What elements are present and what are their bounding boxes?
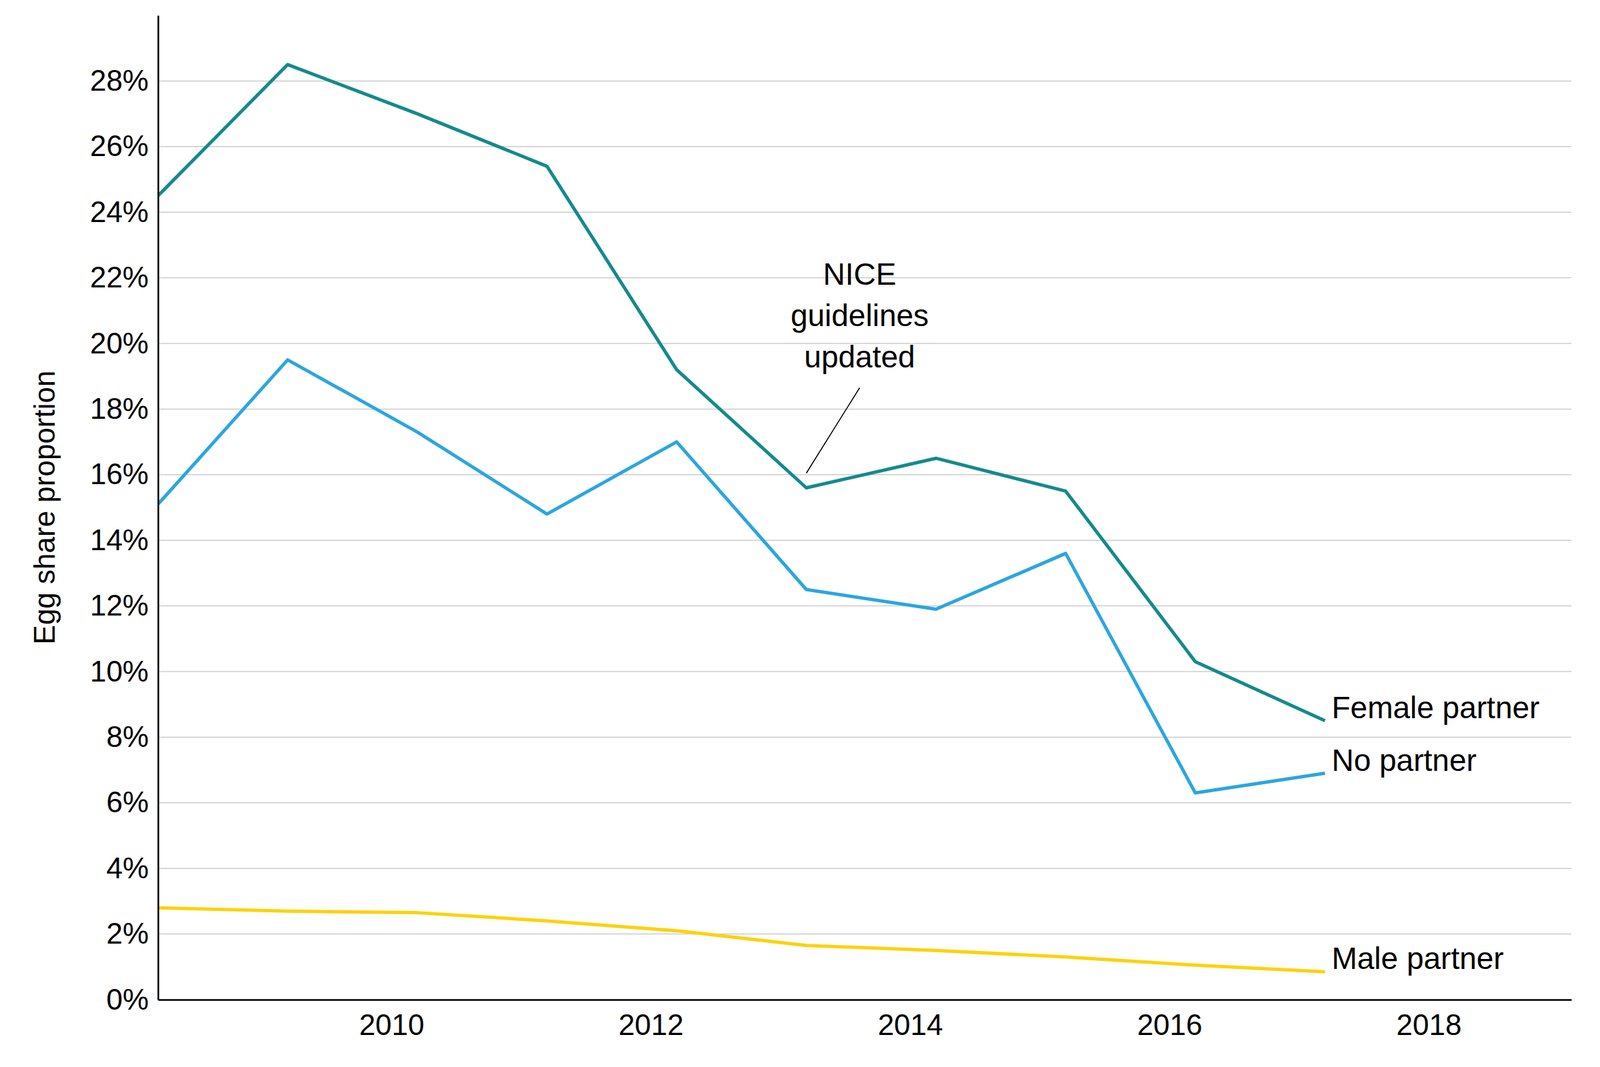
grid-line — [158, 408, 1572, 410]
x-tick: 2010 — [359, 999, 425, 1041]
y-tick: 22% — [90, 260, 158, 294]
y-tick-label: 28% — [90, 64, 149, 97]
plot-area — [158, 64, 1325, 972]
x-tick-label: 2016 — [1137, 1008, 1203, 1041]
annotation: NICE guidelines updated — [790, 256, 929, 374]
y-tick: 10% — [90, 654, 158, 688]
y-tick-label: 6% — [106, 785, 149, 818]
grid-line — [158, 80, 1572, 82]
x-axis: 2010 2012 2014 2016 2018 — [158, 999, 1572, 1041]
y-tick: 20% — [90, 326, 158, 360]
grid-line — [158, 736, 1572, 738]
y-tick-label: 24% — [90, 195, 149, 228]
y-tick-label: 0% — [106, 982, 149, 1016]
series-label: Female partner — [1331, 690, 1540, 725]
series-line — [158, 64, 1325, 721]
y-tick: 16% — [90, 457, 158, 490]
grid-line — [158, 802, 1572, 804]
y-tick: 4% — [106, 851, 158, 884]
annotation-line: NICE — [823, 256, 897, 292]
y-tick: 18% — [90, 392, 158, 425]
x-tick: 2014 — [878, 999, 944, 1041]
y-tick: 14% — [90, 523, 158, 556]
annotation-line: updated — [804, 339, 915, 374]
y-tick-label: 22% — [90, 260, 149, 294]
grid-line — [158, 998, 1572, 1000]
y-tick-label: 16% — [90, 457, 149, 490]
y-tick-label: 14% — [90, 523, 149, 556]
x-tick: 2018 — [1396, 999, 1462, 1041]
x-tick-label: 2018 — [1396, 1008, 1462, 1041]
grid-line — [158, 211, 1572, 213]
grid-line — [158, 933, 1572, 935]
y-tick: 24% — [90, 195, 158, 228]
grid-line — [158, 670, 1572, 672]
x-tick-label: 2012 — [618, 1008, 684, 1041]
series-line — [158, 907, 1325, 972]
y-tick: 28% — [90, 64, 158, 97]
y-axis: 0% 2% 4% 6% 8% 10% 12% 14% 16% 18% 20% 22% 24% 26% 28% — [90, 16, 159, 1016]
y-tick: 8% — [106, 720, 158, 753]
y-tick: 0% — [106, 982, 158, 1016]
y-tick-label: 8% — [106, 720, 149, 753]
y-axis-title: Egg share proportion — [28, 370, 61, 645]
grid-line — [158, 146, 1572, 148]
series-label: No partner — [1331, 742, 1476, 778]
y-tick-label: 12% — [90, 588, 149, 622]
y-tick: 2% — [106, 916, 158, 950]
y-tick-label: 10% — [90, 654, 149, 688]
y-tick: 12% — [90, 588, 158, 622]
chart: 0% 2% 4% 6% 8% 10% 12% 14% 16% 18% 20% 22% 24% 26% 28%… — [0, 0, 1600, 1067]
grid — [158, 80, 1572, 1000]
grid-line — [158, 605, 1572, 607]
y-tick-label: 20% — [90, 326, 149, 360]
x-tick: 2012 — [618, 999, 684, 1041]
x-tick-label: 2010 — [359, 1008, 425, 1041]
x-tick-label: 2014 — [878, 1008, 944, 1041]
grid-line — [158, 539, 1572, 541]
y-tick-label: 4% — [106, 851, 149, 884]
x-tick: 2016 — [1137, 999, 1203, 1041]
grid-line — [158, 867, 1572, 869]
y-tick-label: 26% — [90, 129, 149, 162]
series-line — [158, 360, 1325, 793]
annotation-line: guidelines — [790, 298, 929, 333]
y-tick-label: 2% — [106, 916, 149, 950]
x-axis-line — [158, 998, 1572, 1001]
y-tick: 26% — [90, 129, 158, 162]
y-tick: 6% — [106, 785, 158, 818]
series-label: Male partner — [1331, 940, 1504, 976]
y-tick-label: 18% — [90, 392, 149, 425]
annotation-leader — [806, 387, 860, 473]
y-axis-line — [157, 16, 160, 1000]
